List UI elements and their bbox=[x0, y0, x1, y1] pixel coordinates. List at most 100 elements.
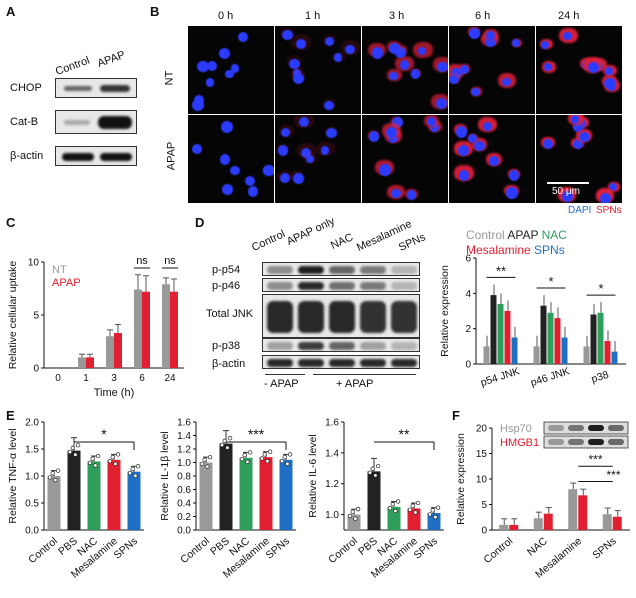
sig-annotation: ** bbox=[399, 426, 410, 442]
data-point bbox=[413, 510, 418, 515]
y-tick-label: 0.0 bbox=[25, 526, 39, 537]
bar bbox=[259, 457, 273, 530]
micrograph-tile bbox=[275, 115, 361, 203]
micrograph-tile bbox=[362, 26, 448, 114]
lane-control: Control bbox=[249, 228, 288, 254]
row-label-actin: β-actin bbox=[10, 150, 44, 162]
sig-annotation: * bbox=[101, 426, 107, 442]
x-tick-label: Control bbox=[178, 535, 212, 566]
bar bbox=[611, 351, 618, 364]
bar bbox=[407, 508, 421, 530]
data-point bbox=[225, 445, 230, 450]
y-axis-label: Relative IL-1β level bbox=[159, 431, 171, 521]
bar bbox=[67, 450, 81, 530]
x-tick-label: PBS bbox=[356, 535, 380, 558]
y-tick-label: 0.5 bbox=[25, 499, 39, 510]
mini-band bbox=[568, 425, 584, 431]
x-tick-label: p46 JNK bbox=[529, 365, 571, 389]
data-point bbox=[50, 471, 55, 476]
panel-label-b: B bbox=[150, 4, 160, 19]
time-label-6h: 6 h bbox=[475, 10, 491, 22]
bar bbox=[533, 518, 543, 530]
data-point bbox=[265, 459, 270, 464]
row-label-nt: NT bbox=[163, 70, 176, 86]
sig-annotation: *** bbox=[606, 468, 620, 482]
legend-hmgb1: HMGB1 bbox=[500, 437, 539, 449]
data-point bbox=[410, 503, 415, 508]
data-point bbox=[373, 473, 378, 478]
bar bbox=[483, 346, 490, 364]
bar bbox=[239, 457, 253, 530]
y-tick-label: 0.0 bbox=[177, 526, 191, 537]
sig-annotation: * bbox=[548, 274, 553, 289]
mini-blot bbox=[543, 421, 629, 435]
bar bbox=[568, 489, 578, 530]
y-axis-label: Relative cellular uptake bbox=[7, 261, 19, 370]
mini-band bbox=[588, 425, 604, 431]
chart-e2: 0.0 0.2 0.4 0.6 0.8 1.0 1.2 1.4 1.6 Relative IL-1… bbox=[159, 418, 296, 581]
data-point bbox=[53, 477, 58, 483]
blot-strip bbox=[262, 355, 420, 369]
x-tick-label: 1 bbox=[83, 373, 89, 384]
time-label-3h: 3 h bbox=[389, 10, 405, 22]
micrograph-tile bbox=[188, 115, 274, 203]
micrograph-tile bbox=[188, 26, 274, 114]
bar bbox=[170, 291, 178, 368]
bar bbox=[604, 341, 611, 364]
data-point bbox=[133, 473, 138, 478]
micrograph-tile bbox=[449, 26, 535, 114]
y-tick-label: 1.6 bbox=[177, 418, 191, 429]
legend-mesalamine: Mesalamine bbox=[466, 243, 531, 257]
time-label-0h: 0 h bbox=[218, 10, 234, 22]
y-tick-label: 10 bbox=[476, 475, 488, 486]
y-tick-label: 1.0 bbox=[25, 472, 39, 483]
data-point bbox=[242, 452, 247, 458]
x-tick-label: Control bbox=[326, 535, 360, 566]
bar bbox=[511, 337, 518, 364]
data-point bbox=[130, 466, 135, 472]
x-tick-label: PBS bbox=[56, 535, 80, 558]
mini-band bbox=[548, 425, 564, 431]
bar bbox=[134, 289, 142, 368]
y-tick-label: 1.2 bbox=[177, 445, 191, 456]
row-p-p38: p-p38 bbox=[212, 340, 241, 352]
group-line-plus bbox=[313, 374, 416, 375]
blot-strip bbox=[262, 294, 420, 338]
bar bbox=[578, 495, 588, 530]
data-point bbox=[135, 464, 141, 469]
data-point bbox=[107, 459, 113, 464]
bar bbox=[87, 461, 101, 530]
data-point bbox=[355, 507, 361, 512]
bar bbox=[199, 462, 213, 530]
panel-label-a: A bbox=[6, 4, 16, 19]
legend-apap: APAP bbox=[52, 277, 81, 289]
data-point bbox=[55, 468, 61, 473]
micrograph-tile bbox=[275, 26, 361, 114]
bar bbox=[367, 471, 381, 530]
y-axis-label: Relative TNF-α level bbox=[7, 428, 19, 523]
sig-annotation: *** bbox=[588, 453, 602, 467]
data-point bbox=[393, 508, 398, 514]
row-p-p46: p-p46 bbox=[212, 280, 241, 292]
bar bbox=[561, 337, 568, 364]
row-label-chop: CHOP bbox=[10, 82, 42, 94]
sig-annotation: ** bbox=[496, 263, 506, 278]
bar bbox=[47, 476, 61, 530]
blot-strip bbox=[262, 262, 420, 276]
data-point bbox=[259, 456, 265, 461]
data-point bbox=[247, 450, 253, 455]
data-point bbox=[73, 452, 78, 457]
x-tick-label: 3 bbox=[111, 373, 117, 384]
bar bbox=[162, 284, 170, 368]
data-point bbox=[47, 475, 53, 480]
mini-blot bbox=[543, 435, 629, 449]
data-point bbox=[430, 508, 435, 513]
bar bbox=[86, 357, 94, 368]
x-tick-label: Control bbox=[482, 535, 516, 566]
lane-label-apap: APAP bbox=[95, 48, 127, 70]
x-tick-label: PBS bbox=[208, 535, 232, 558]
x-tick-label: p54 JNK bbox=[479, 365, 521, 389]
data-point bbox=[267, 449, 273, 454]
data-point bbox=[433, 514, 438, 520]
